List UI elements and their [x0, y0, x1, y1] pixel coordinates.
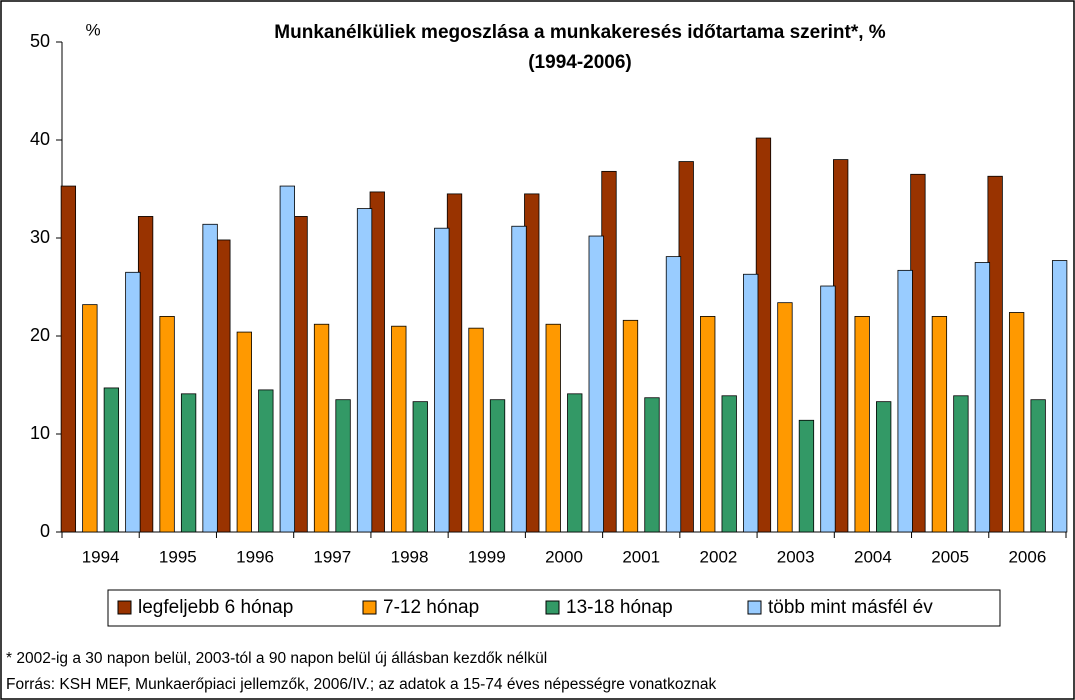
bar [202, 223, 218, 533]
bar [215, 239, 231, 533]
bar [700, 315, 716, 533]
x-tick-label: 1996 [236, 547, 274, 566]
x-tick-label: 2004 [854, 547, 892, 566]
bar [1051, 260, 1068, 533]
x-tick-label: 1997 [313, 547, 351, 566]
y-tick-label: 10 [30, 423, 50, 443]
bar [180, 393, 197, 533]
footnote: * 2002-ig a 30 napon belül, 2003-tól a 9… [6, 650, 547, 667]
chart-title: Munkanélküliek megoszlása a munkakeresés… [274, 22, 886, 43]
legend-box [107, 589, 1001, 627]
bar [854, 315, 870, 533]
bar [103, 387, 120, 533]
y-tick-label: 40 [30, 129, 50, 149]
y-axis-unit: % [85, 20, 100, 39]
x-tick-label: 2006 [1008, 547, 1046, 566]
y-tick-label: 20 [30, 325, 50, 345]
source-note: Forrás: KSH MEF, Munkaerőpiaci jellemzők… [6, 676, 716, 693]
bar [833, 159, 849, 533]
bar [820, 285, 836, 533]
legend-swatch [545, 600, 560, 615]
bar [798, 419, 815, 533]
bar [489, 399, 506, 533]
x-tick-label: 1998 [391, 547, 429, 566]
legend-label: több mint másfél év [768, 597, 933, 618]
bar [335, 399, 351, 533]
bar [665, 256, 682, 533]
legend-label: legfeljebb 6 hónap [138, 597, 293, 618]
y-tick-label: 0 [40, 521, 50, 541]
bar [644, 397, 660, 533]
bar [588, 235, 604, 533]
bar [743, 273, 759, 533]
bar [82, 304, 98, 533]
bar [137, 216, 154, 533]
bar [1030, 399, 1046, 533]
bar [721, 395, 737, 533]
x-tick-label: 2001 [622, 547, 660, 566]
bar [468, 327, 484, 533]
bar [125, 271, 141, 533]
bar [567, 393, 583, 533]
legend-swatch [117, 600, 132, 615]
bar [897, 269, 913, 533]
y-tick-label: 50 [30, 31, 50, 51]
x-tick-label: 1995 [159, 547, 197, 566]
bar [678, 161, 694, 533]
y-tick-label: 30 [30, 227, 50, 247]
bar [953, 395, 969, 533]
bar [292, 216, 308, 533]
x-tick-label: 1994 [82, 547, 120, 566]
bar [412, 401, 428, 533]
x-tick-label: 1999 [468, 547, 506, 566]
bar [60, 185, 77, 533]
legend-label: 13-18 hónap [566, 597, 673, 618]
x-tick-label: 2000 [545, 547, 583, 566]
bar [356, 208, 373, 533]
bar [434, 227, 450, 533]
bar [279, 185, 295, 533]
bar [159, 315, 175, 533]
bar [1008, 312, 1025, 533]
bar [258, 389, 274, 533]
bar [511, 225, 527, 533]
x-tick-label: 2005 [931, 547, 969, 566]
bar [236, 331, 252, 533]
bar [777, 302, 793, 533]
bar [313, 323, 330, 533]
bar [876, 401, 892, 533]
bar [987, 175, 1003, 533]
bar [601, 170, 617, 533]
bar [622, 319, 639, 533]
bar [755, 137, 772, 533]
bar [545, 323, 561, 533]
chart-subtitle: (1994-2006) [528, 52, 632, 73]
bar [974, 262, 991, 533]
legend-label: 7-12 hónap [383, 597, 479, 618]
x-tick-label: 2002 [700, 547, 738, 566]
legend-swatch [362, 600, 377, 615]
legend-swatch [747, 600, 762, 615]
bar [524, 193, 540, 533]
bar [910, 173, 926, 533]
bar [446, 193, 463, 533]
bar [931, 315, 948, 533]
x-tick-label: 2003 [777, 547, 815, 566]
bar [369, 191, 385, 533]
bar [391, 325, 407, 533]
